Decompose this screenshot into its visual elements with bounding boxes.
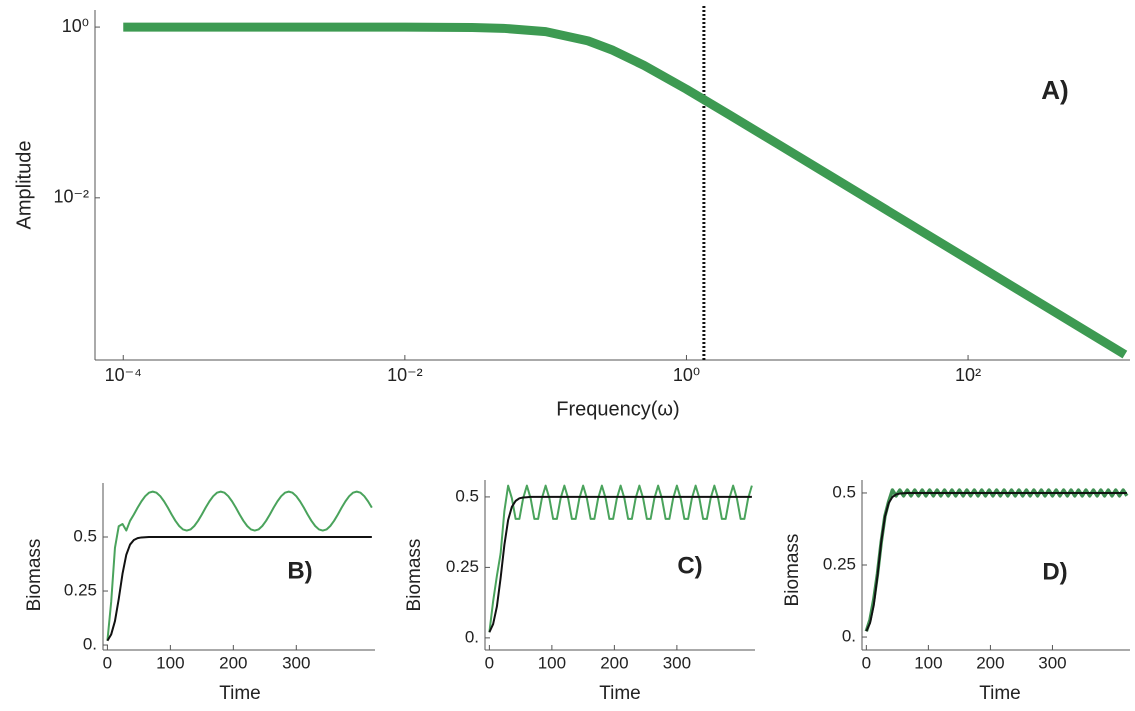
y-axis-label: Amplitude (13, 141, 35, 230)
x-tick-label: 10² (955, 365, 981, 385)
series-line (865, 491, 1127, 632)
y-axis-label: Biomass (24, 539, 45, 612)
x-tick-label: 200 (219, 653, 247, 672)
panel-label: C) (677, 552, 702, 579)
x-axis-label: Time (599, 683, 641, 704)
y-tick-label: 0.25 (446, 557, 479, 576)
y-tick-label: 0.25 (823, 554, 856, 573)
x-tick-label: 0 (485, 653, 494, 672)
x-tick-label: 10⁰ (673, 365, 700, 385)
series-line (488, 495, 752, 633)
y-tick-label: 0. (465, 627, 479, 646)
x-tick-label: 300 (663, 653, 691, 672)
x-tick-label: 100 (538, 653, 566, 672)
series-line (488, 484, 753, 633)
y-tick-label: 0. (842, 627, 856, 646)
series-line (864, 488, 1129, 632)
x-tick-label: 300 (282, 653, 310, 672)
x-tick-label: 0 (862, 653, 871, 672)
y-axis-label: Biomass (404, 539, 425, 612)
series-line (106, 536, 372, 642)
x-tick-label: 100 (156, 653, 184, 672)
y-tick-label: 0.5 (832, 482, 856, 501)
y-tick-label: 0.25 (64, 581, 97, 600)
x-axis-label: Time (219, 683, 261, 704)
x-tick-label: 0 (103, 653, 112, 672)
panel-label: D) (1042, 558, 1067, 585)
x-tick-label: 100 (914, 653, 942, 672)
series-line (106, 490, 373, 641)
x-tick-label: 300 (1038, 653, 1066, 672)
x-tick-label: 10⁻² (387, 365, 423, 385)
y-tick-label: 0.5 (455, 486, 479, 505)
y-tick-label: 0.5 (73, 526, 97, 545)
series-line (123, 22, 1128, 359)
panel-label: B) (287, 557, 312, 584)
y-axis-label: Biomass (782, 534, 803, 607)
x-tick-label: 10⁻⁴ (105, 365, 142, 385)
x-axis-label: Time (979, 683, 1021, 704)
x-tick-label: 200 (976, 653, 1004, 672)
y-tick-label: 0. (83, 635, 97, 654)
panel-label: A) (1041, 75, 1068, 105)
y-tick-label: 10⁻² (53, 187, 89, 207)
x-axis-label: Frequency(ω) (556, 398, 679, 420)
x-tick-label: 200 (600, 653, 628, 672)
y-tick-label: 10⁰ (62, 16, 89, 36)
